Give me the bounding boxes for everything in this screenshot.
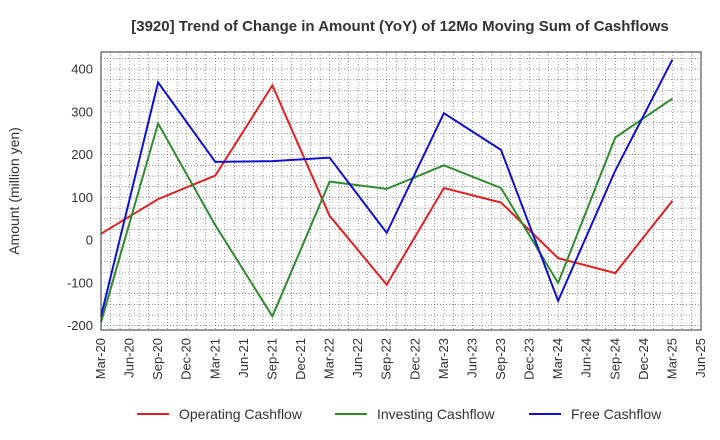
- series-line-free-cashflow: [100, 59, 674, 317]
- grid: [100, 52, 702, 330]
- x-tick-label: Mar-22: [322, 338, 337, 379]
- x-tick-label: Jun-23: [464, 338, 479, 378]
- x-tick-label: Mar-25: [664, 338, 679, 379]
- x-tick-label: Dec-24: [636, 338, 651, 380]
- legend-label: Free Cashflow: [571, 406, 662, 422]
- x-tick-label: Jun-21: [236, 338, 251, 378]
- legend-label: Operating Cashflow: [179, 406, 303, 422]
- x-tick-label: Dec-20: [179, 338, 194, 380]
- chart-title: [3920] Trend of Change in Amount (YoY) o…: [131, 18, 669, 35]
- x-tick-label: Mar-24: [550, 338, 565, 379]
- x-tick-label: Sep-24: [607, 338, 622, 380]
- legend-label: Investing Cashflow: [377, 406, 495, 422]
- x-tick-label: Jun-24: [579, 338, 594, 378]
- series-line-investing-cashflow: [100, 97, 673, 323]
- x-tick-label: Mar-20: [93, 338, 108, 379]
- x-tick-label: Jun-25: [693, 338, 708, 378]
- plot-frame: [100, 51, 702, 331]
- y-tick-label: 200: [71, 147, 93, 162]
- x-tick-label: Dec-21: [293, 338, 308, 380]
- x-tick-label: Dec-23: [522, 338, 537, 380]
- y-axis-label: Amount (million yen): [6, 127, 22, 255]
- x-tick-label: Sep-20: [150, 338, 165, 380]
- y-tick-label: 300: [71, 104, 93, 119]
- x-tick-label: Dec-22: [407, 338, 422, 380]
- x-tick-label: Jun-22: [350, 338, 365, 378]
- series-line-operating-cashflow: [100, 83, 674, 287]
- y-tick-label: -200: [67, 318, 93, 333]
- x-tick-label: Sep-22: [379, 338, 394, 380]
- y-tick-label: 100: [71, 190, 93, 205]
- x-tick-label: Jun-20: [122, 338, 137, 378]
- x-tick-label: Mar-23: [436, 338, 451, 379]
- y-tick-label: 400: [71, 62, 93, 77]
- x-tick-label: Mar-21: [207, 338, 222, 379]
- y-tick-label: 0: [86, 233, 93, 248]
- x-axis-ticks: Mar-20 Jun-20 Sep-20 Dec-20 Mar-21 Jun-21 Sep-…: [93, 338, 708, 380]
- series-lines: [100, 59, 674, 323]
- x-tick-label: Sep-23: [493, 338, 508, 380]
- x-tick-label: Sep-21: [264, 338, 279, 380]
- y-tick-label: -100: [67, 275, 93, 290]
- y-axis-ticks: -200 -100 0 100 200 300 400: [67, 62, 93, 334]
- legend: Operating Cashflow Investing Cashflow Free…: [137, 406, 662, 422]
